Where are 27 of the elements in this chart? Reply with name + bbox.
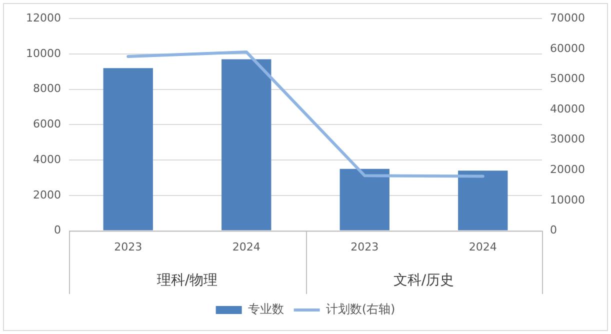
y-tick-label: 10000	[26, 46, 61, 60]
y2-tick-label: 60000	[550, 42, 586, 55]
bar	[103, 68, 153, 230]
x-tick-label: 2024	[232, 240, 260, 254]
y-tick-label: 0	[54, 224, 61, 237]
y-tick-label: 6000	[32, 118, 61, 131]
y2-tick-label: 30000	[550, 132, 586, 146]
y2-tick-label: 70000	[550, 11, 586, 24]
y-tick-label: 2000	[32, 188, 61, 202]
y2-tick-label: 40000	[550, 102, 586, 116]
y-tick-label: 4000	[32, 152, 61, 166]
x-tick-label: 2023	[350, 240, 379, 254]
y-tick-label: 8000	[32, 82, 61, 96]
bar	[458, 170, 508, 230]
legend-label: 计划数(右轴)	[326, 302, 396, 316]
y2-tick-label: 50000	[550, 72, 586, 86]
y-tick-label: 12000	[26, 11, 61, 24]
bar	[222, 59, 272, 230]
text: 文科/历史	[393, 272, 454, 289]
legend-label: 专业数	[248, 302, 284, 316]
y2-tick-label: 10000	[550, 193, 586, 206]
bar	[340, 168, 390, 230]
x-tick-label: 2023	[114, 240, 142, 254]
text: 理科/物理	[156, 272, 218, 289]
y2-tick-label: 0	[550, 224, 558, 237]
x-tick-label: 2024	[468, 240, 497, 254]
y2-tick-label: 20000	[550, 163, 586, 176]
